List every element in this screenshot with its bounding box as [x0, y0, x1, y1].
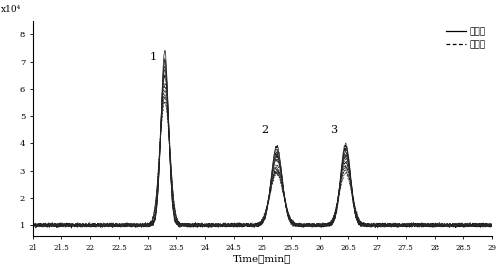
Text: x10⁴: x10⁴ [1, 5, 21, 14]
Text: 3: 3 [330, 125, 337, 135]
Text: 2: 2 [261, 125, 268, 135]
Text: 1: 1 [149, 52, 157, 62]
X-axis label: Time（min）: Time（min） [233, 254, 291, 263]
Legend: 实验组, 对照组: 实验组, 对照组 [443, 25, 486, 51]
